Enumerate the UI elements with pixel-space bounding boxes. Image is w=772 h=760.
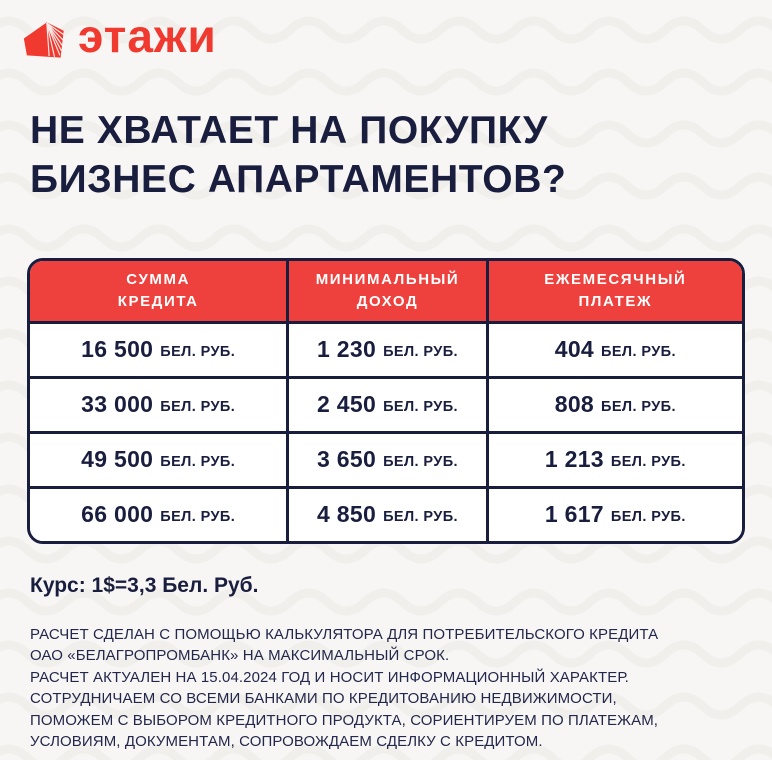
disclaimer-line: РАСЧЕТ АКТУАЛЕН НА 15.04.2024 ГОД И НОСИ…: [30, 668, 629, 686]
table-cell: 33 000 БЕЛ. РУБ.: [30, 379, 286, 431]
table-cell: 49 500 БЕЛ. РУБ.: [30, 434, 286, 486]
cell-unit: БЕЛ. РУБ.: [601, 398, 676, 415]
cell-unit: БЕЛ. РУБ.: [383, 453, 458, 470]
column-header-text: ЕЖЕМЕСЯЧНЫЙ: [544, 270, 687, 288]
cell-value: 33 000: [81, 391, 154, 417]
column-header-credit-sum: СУММА КРЕДИТА: [30, 261, 286, 321]
cell-unit: БЕЛ. РУБ.: [610, 453, 686, 470]
brand-logo-text: этажи: [78, 10, 217, 62]
table-cell: 1 617 БЕЛ. РУБ.: [485, 488, 742, 541]
disclaimer-line: ОАО «БЕЛАГРОПРОМБАНК» НА МАКСИМАЛЬНЫЙ СР…: [30, 647, 450, 664]
cell-value: 1 617: [544, 501, 604, 527]
exchange-rate: Курс: 1$=3,3 Бел. Руб.: [30, 573, 259, 597]
cell-unit: БЕЛ. РУБ.: [383, 398, 458, 415]
table-row: 66 000 БЕЛ. РУБ. 4 850 БЕЛ. РУБ. 1 617 Б…: [30, 485, 742, 541]
column-header-text: ДОХОД: [356, 292, 419, 310]
cell-unit: БЕЛ. РУБ.: [160, 398, 236, 415]
column-header-text: МИНИМАЛЬНЫЙ: [315, 270, 460, 288]
table-cell: 66 000 БЕЛ. РУБ.: [30, 489, 286, 541]
cell-unit: БЕЛ. РУБ.: [383, 508, 458, 525]
column-header-monthly-payment: ЕЖЕМЕСЯЧНЫЙ ПЛАТЕЖ: [485, 260, 742, 321]
cell-unit: БЕЛ. РУБ.: [383, 343, 458, 360]
column-header-text: КРЕДИТА: [117, 292, 199, 310]
cell-unit: БЕЛ. РУБ.: [160, 343, 236, 360]
cell-unit: БЕЛ. РУБ.: [160, 508, 236, 525]
cell-value: 1 230: [317, 336, 377, 362]
cell-value: 1 213: [544, 446, 604, 472]
table-cell: 2 450 БЕЛ. РУБ.: [286, 378, 485, 431]
cell-value: 66 000: [81, 501, 154, 527]
disclaimer-line: ПОМОЖЕМ С ВЫБОРОМ КРЕДИТНОГО ПРОДУКТА, С…: [30, 711, 659, 729]
disclaimer: РАСЧЕТ СДЕЛАН С ПОМОЩЬЮ КАЛЬКУЛЯТОРА ДЛЯ…: [30, 624, 772, 753]
cell-value: 808: [554, 391, 595, 417]
house-pages-icon: [23, 22, 65, 58]
table-cell: 3 650 БЕЛ. РУБ.: [286, 433, 485, 486]
cell-value: 3 650: [317, 446, 377, 472]
table-row: 33 000 БЕЛ. РУБ. 2 450 БЕЛ. РУБ. 808 БЕЛ…: [30, 375, 742, 431]
column-header-text: СУММА: [126, 270, 191, 288]
column-header-min-income: МИНИМАЛЬНЫЙ ДОХОД: [286, 260, 485, 321]
table-cell: 16 500 БЕЛ. РУБ.: [30, 324, 286, 376]
disclaimer-line: СОТРУДНИЧАЕМ СО ВСЕМИ БАНКАМИ ПО КРЕДИТО…: [30, 690, 617, 707]
cell-value: 4 850: [317, 501, 377, 527]
cell-unit: БЕЛ. РУБ.: [610, 508, 686, 525]
cell-unit: БЕЛ. РУБ.: [601, 343, 676, 360]
table-row: 49 500 БЕЛ. РУБ. 3 650 БЕЛ. РУБ. 1 213 Б…: [30, 430, 742, 486]
cell-value: 2 450: [317, 391, 377, 417]
table-cell: 1 213 БЕЛ. РУБ.: [485, 433, 742, 486]
cell-value: 49 500: [81, 446, 154, 472]
table-cell: 1 230 БЕЛ. РУБ.: [286, 323, 485, 376]
page-title-line1: НЕ ХВАТАЕТ НА ПОКУПКУ: [30, 109, 548, 152]
page-title: НЕ ХВАТАЕТ НА ПОКУПКУ БИЗНЕС АПАРТАМЕНТО…: [30, 107, 744, 205]
column-header-text: ПЛАТЕЖ: [578, 292, 653, 310]
table-row: 16 500 БЕЛ. РУБ. 1 230 БЕЛ. РУБ. 404 БЕЛ…: [30, 320, 742, 376]
table-header-row: СУММА КРЕДИТА МИНИМАЛЬНЫЙ ДОХОД ЕЖЕМЕСЯЧ…: [30, 260, 742, 321]
table-cell: 404 БЕЛ. РУБ.: [485, 323, 742, 376]
disclaimer-line: УСЛОВИЯМ, ДОКУМЕНТАМ, СОПРОВОЖДАЕМ СДЕЛК…: [30, 733, 543, 750]
cell-value: 16 500: [81, 336, 154, 362]
table-cell: 808 БЕЛ. РУБ.: [485, 378, 742, 431]
cell-value: 404: [554, 336, 595, 362]
disclaimer-line: РАСЧЕТ СДЕЛАН С ПОМОЩЬЮ КАЛЬКУЛЯТОРА ДЛЯ…: [30, 625, 659, 643]
cell-unit: БЕЛ. РУБ.: [160, 453, 236, 470]
brand-logo: этажи: [0, 0, 772, 67]
page-title-line2: БИЗНЕС АПАРТАМЕНТОВ?: [30, 157, 567, 201]
credit-table: СУММА КРЕДИТА МИНИМАЛЬНЫЙ ДОХОД ЕЖЕМЕСЯЧ…: [27, 257, 745, 544]
table-cell: 4 850 БЕЛ. РУБ.: [286, 488, 485, 541]
